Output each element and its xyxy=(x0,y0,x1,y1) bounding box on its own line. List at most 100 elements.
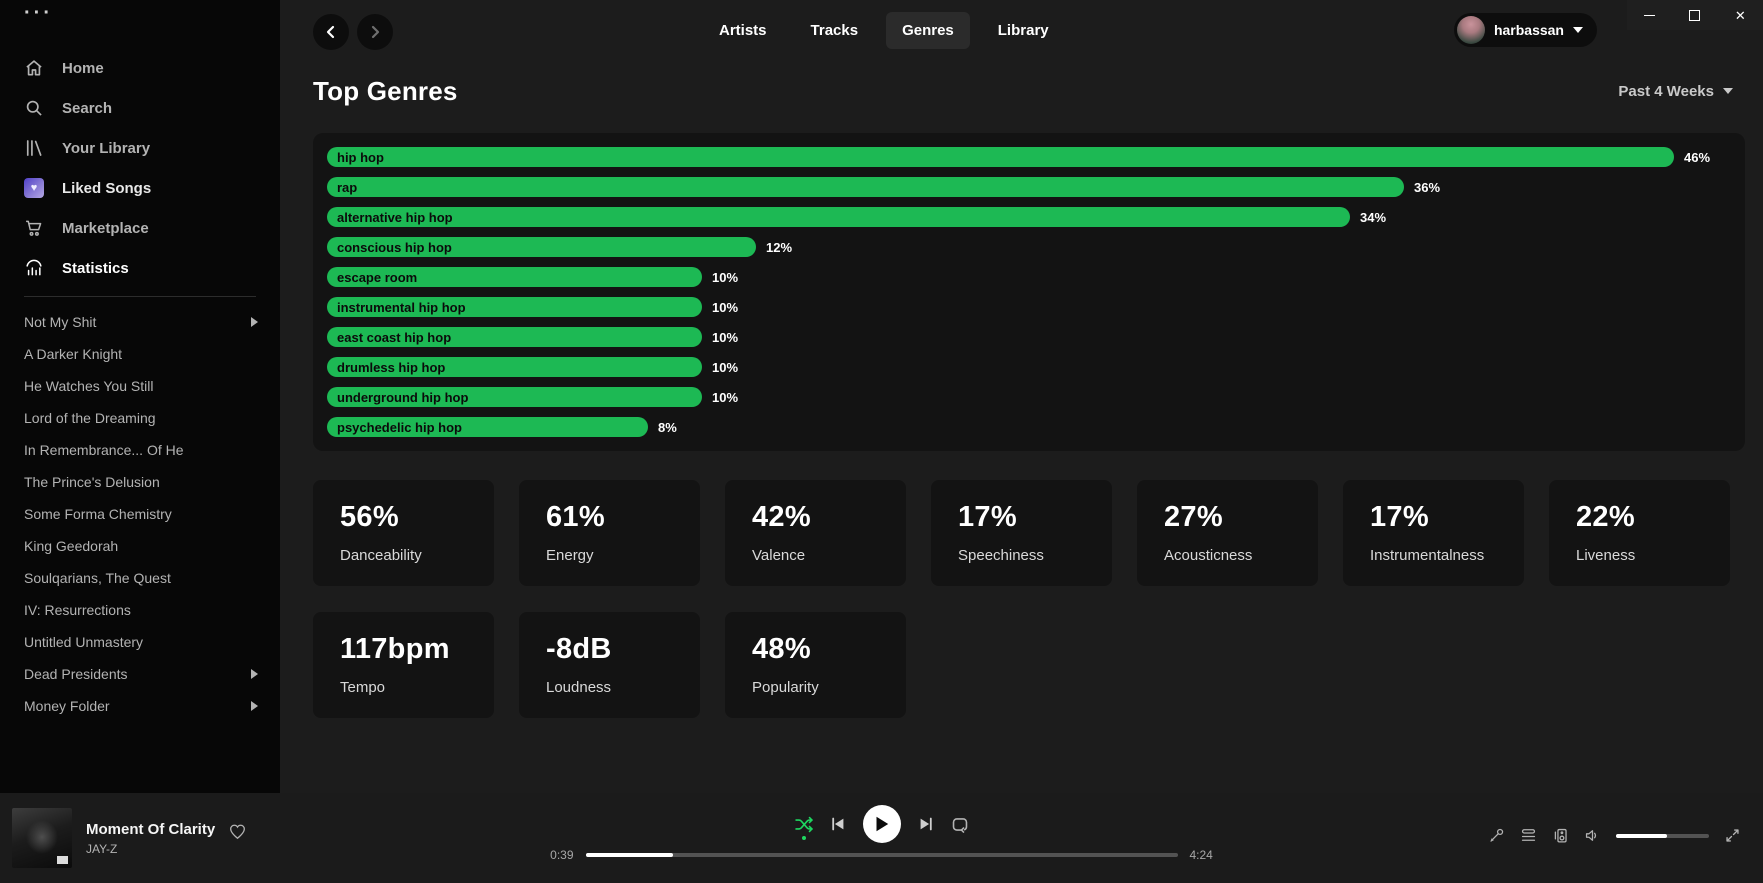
playlist-item[interactable]: Soulqarians, The Quest xyxy=(24,570,171,586)
genre-percent: 8% xyxy=(658,419,677,435)
queue-icon xyxy=(1521,829,1536,841)
tab-library[interactable]: Library xyxy=(997,22,1049,39)
shuffle-icon xyxy=(794,816,813,832)
forward-button[interactable] xyxy=(357,14,393,50)
genre-bar[interactable]: escape room xyxy=(327,267,702,287)
play-button[interactable] xyxy=(862,805,901,843)
sidebar-item-label: Your Library xyxy=(62,139,151,157)
page-title: Top Genres xyxy=(313,75,458,106)
like-button[interactable] xyxy=(228,822,247,840)
cart-icon xyxy=(26,220,42,236)
play-icon xyxy=(876,816,888,832)
app-menu-icon[interactable]: ··· xyxy=(24,2,53,24)
fullscreen-button[interactable] xyxy=(1724,827,1741,844)
minimize-button[interactable] xyxy=(1627,0,1672,30)
chevron-right-icon xyxy=(251,701,258,711)
genre-bar[interactable]: underground hip hop xyxy=(327,387,702,407)
shuffle-button[interactable] xyxy=(794,816,813,840)
stats-icon xyxy=(26,259,42,276)
sidebar-item-home[interactable]: Home xyxy=(0,48,280,88)
genre-percent: 36% xyxy=(1414,179,1441,195)
sidebar-item-your-library[interactable]: Your Library xyxy=(0,128,280,168)
playlist-item[interactable]: A Darker Knight xyxy=(24,346,123,362)
genre-bar[interactable]: conscious hip hop xyxy=(327,237,756,257)
repeat-icon xyxy=(952,817,967,833)
playlist-item[interactable]: Lord of the Dreaming xyxy=(24,410,156,426)
playlist-item[interactable]: The Prince's Delusion xyxy=(24,474,160,490)
fullscreen-icon xyxy=(1726,829,1739,842)
playlist-item[interactable]: IV: Resurrections xyxy=(24,602,131,618)
genre-bar[interactable]: alternative hip hop xyxy=(327,207,1350,227)
playlist-item[interactable]: He Watches You Still xyxy=(24,378,154,394)
genre-bar[interactable]: east coast hip hop xyxy=(327,327,702,347)
sidebar-divider xyxy=(24,296,256,297)
sidebar-item-marketplace[interactable]: Marketplace xyxy=(0,208,280,248)
home-icon xyxy=(26,60,42,76)
stat-card-popularity: 48% Popularity xyxy=(725,612,906,718)
sidebar: ··· Home Search Your Library ♥ Liked Son… xyxy=(0,0,280,793)
user-menu[interactable]: harbassan xyxy=(1453,13,1597,47)
duration-time: 4:24 xyxy=(1189,848,1213,862)
tab-artists[interactable]: Artists xyxy=(719,22,767,39)
tab-genres[interactable]: Genres xyxy=(886,12,970,49)
progress-bar[interactable] xyxy=(585,853,1178,857)
main-content: Artists Tracks Genres Library harbassan … xyxy=(280,0,1763,793)
genre-bar[interactable]: rap xyxy=(327,177,1404,197)
back-button[interactable] xyxy=(313,14,349,50)
playlist-item[interactable]: Money Folder xyxy=(0,690,280,722)
next-icon xyxy=(920,817,932,831)
genre-bar[interactable]: instrumental hip hop xyxy=(327,297,702,317)
avatar xyxy=(1456,16,1485,44)
playback-controls xyxy=(794,805,969,843)
next-button[interactable] xyxy=(918,816,934,832)
volume-icon xyxy=(1585,830,1596,841)
sidebar-item-liked-songs[interactable]: ♥ Liked Songs xyxy=(0,168,280,208)
devices-icon xyxy=(1554,828,1567,843)
track-artist[interactable]: JAY-Z xyxy=(86,841,118,856)
stat-card-speechiness: 17% Speechiness xyxy=(931,480,1112,586)
tab-tracks[interactable]: Tracks xyxy=(810,22,859,39)
lyrics-button[interactable] xyxy=(1488,827,1505,844)
playlist-item[interactable]: Dead Presidents xyxy=(0,658,280,690)
playlist-item[interactable]: Untitled Unmastery xyxy=(24,634,144,650)
playlist-item[interactable]: Not My Shit xyxy=(0,306,280,338)
genre-percent: 34% xyxy=(1360,209,1387,225)
genre-bar[interactable]: drumless hip hop xyxy=(327,357,702,377)
stat-card-tempo: 117bpm Tempo xyxy=(313,612,494,718)
genre-row: instrumental hip hop 10% xyxy=(327,297,1731,317)
stats-cards: 56% Danceability 61% Energy 42% Valence 17%… xyxy=(313,480,1745,718)
playlist-item[interactable]: In Remembrance... Of He xyxy=(24,442,184,458)
genre-row: underground hip hop 10% xyxy=(327,387,1731,407)
stat-card-valence: 42% Valence xyxy=(725,480,906,586)
time-range-value: Past 4 Weeks xyxy=(1618,82,1714,100)
maximize-button[interactable] xyxy=(1672,0,1717,30)
playlist-item[interactable]: Some Forma Chemistry xyxy=(24,506,172,522)
sidebar-item-statistics[interactable]: Statistics xyxy=(0,248,280,288)
time-range-dropdown[interactable]: Past 4 Weeks xyxy=(1618,83,1733,100)
connect-device-button[interactable] xyxy=(1552,827,1569,844)
heart-icon xyxy=(230,824,245,840)
playlist-item[interactable]: King Geedorah xyxy=(24,538,119,554)
genre-percent: 10% xyxy=(712,359,739,375)
sidebar-item-search[interactable]: Search xyxy=(0,88,280,128)
album-art[interactable] xyxy=(12,808,72,868)
genre-row: rap 36% xyxy=(327,177,1731,197)
mute-button[interactable] xyxy=(1584,827,1601,844)
microphone-icon xyxy=(1490,828,1504,842)
close-button[interactable]: ✕ xyxy=(1718,0,1763,30)
genre-row: hip hop 46% xyxy=(327,147,1731,167)
queue-button[interactable] xyxy=(1520,827,1537,844)
genre-bar[interactable]: hip hop xyxy=(327,147,1674,167)
genre-row: drumless hip hop 10% xyxy=(327,357,1731,377)
track-title[interactable]: Moment Of Clarity xyxy=(86,820,216,838)
genre-bar[interactable]: psychedelic hip hop xyxy=(327,417,648,437)
chevron-left-icon xyxy=(326,25,335,39)
player-right-controls xyxy=(1488,827,1741,844)
stat-card-instrumentalness: 17% Instrumentalness xyxy=(1343,480,1524,586)
volume-slider[interactable] xyxy=(1616,833,1709,838)
genre-percent: 10% xyxy=(712,269,739,285)
repeat-button[interactable] xyxy=(951,816,969,833)
previous-button[interactable] xyxy=(830,816,846,832)
sidebar-item-label: Liked Songs xyxy=(62,179,152,197)
